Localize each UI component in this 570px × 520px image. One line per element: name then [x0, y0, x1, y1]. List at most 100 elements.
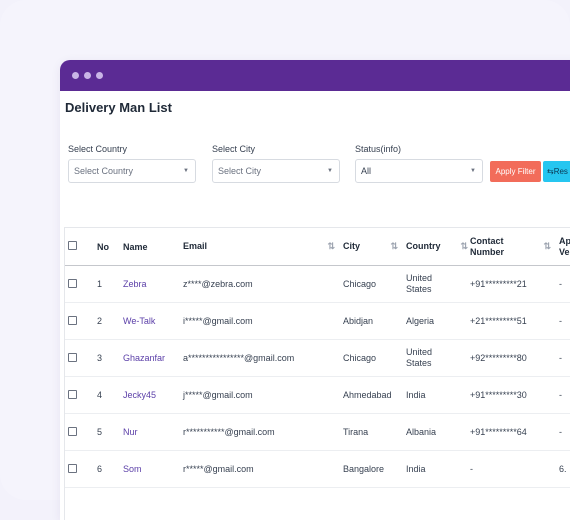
row-checkbox[interactable] — [65, 413, 97, 451]
city-filter-label: Select City — [212, 144, 256, 154]
sort-arrows-icon[interactable]: ⇅ — [390, 241, 398, 251]
row-email: r***********@gmail.com — [183, 413, 343, 451]
window-dot-icon — [72, 72, 79, 79]
email-header-label: Email — [183, 241, 208, 251]
row-city: Ahmedabad — [343, 376, 406, 414]
table-row[interactable]: 2 We-Talk i*****@gmail.com Abidjan Alger… — [65, 302, 570, 340]
city-select-placeholder: Select City — [218, 166, 262, 176]
row-no: 6 — [97, 450, 123, 488]
chevron-down-icon: ▼ — [327, 168, 333, 174]
row-country: India — [406, 450, 470, 488]
row-country: India — [406, 376, 470, 414]
country-filter-label: Select Country — [68, 144, 128, 154]
extra-header-line1: Ap — [559, 235, 570, 246]
row-name-link[interactable]: Ghazanfar — [123, 339, 183, 377]
column-header-extra[interactable]: Ap Ve — [559, 228, 570, 266]
column-header-name[interactable]: Name — [123, 228, 183, 266]
row-extra: - — [559, 376, 570, 414]
contact-header-line2: Number — [470, 246, 505, 257]
column-header-country[interactable]: Country ⇅ — [406, 228, 470, 266]
row-contact: +91*********64 — [470, 413, 559, 451]
column-header-contact[interactable]: ⇅ Contact Number — [470, 228, 559, 266]
apply-filter-label: Apply Filter — [495, 167, 536, 176]
table-row[interactable]: 1 Zebra z****@zebra.com Chicago United St… — [65, 265, 570, 303]
row-no: 4 — [97, 376, 123, 414]
row-country: Algeria — [406, 302, 470, 340]
status-select-value: All — [361, 166, 372, 176]
sort-arrows-icon[interactable]: ⇅ — [460, 241, 468, 251]
row-email: r*****@gmail.com — [183, 450, 343, 488]
app-window: Delivery Man List Select Country Select … — [60, 60, 570, 520]
row-checkbox[interactable] — [65, 265, 97, 303]
row-country-line1: United — [406, 347, 433, 357]
row-city: Bangalore — [343, 450, 406, 488]
row-name-link[interactable]: Som — [123, 450, 183, 488]
row-country-line1: United — [406, 273, 433, 283]
row-country-line1: Algeria — [406, 315, 435, 326]
row-country: United States — [406, 265, 470, 303]
select-all-checkbox[interactable] — [65, 228, 97, 266]
row-country-line2: States — [406, 358, 432, 368]
row-no: 2 — [97, 302, 123, 340]
sort-arrows-icon[interactable]: ⇅ — [327, 241, 335, 251]
row-contact: +21*********51 — [470, 302, 559, 340]
row-name-link[interactable]: Jecky45 — [123, 376, 183, 414]
row-extra: - — [559, 413, 570, 451]
row-extra: 6. — [559, 450, 570, 488]
row-country-line1: India — [406, 389, 426, 400]
row-checkbox[interactable] — [65, 339, 97, 377]
row-contact: +91*********30 — [470, 376, 559, 414]
row-email: a****************@gmail.com — [183, 339, 343, 377]
row-name-link[interactable]: Nur — [123, 413, 183, 451]
chevron-down-icon: ▼ — [183, 168, 189, 174]
reset-label: Res — [553, 167, 568, 176]
reset-button[interactable]: ⇆ Res — [543, 161, 570, 182]
row-email: z****@zebra.com — [183, 265, 343, 303]
row-country-line1: India — [406, 463, 426, 474]
row-country-line2: States — [406, 284, 432, 294]
table-row[interactable]: 3 Ghazanfar a****************@gmail.com … — [65, 339, 570, 377]
row-no: 5 — [97, 413, 123, 451]
row-extra: - — [559, 265, 570, 303]
row-contact: +91*********21 — [470, 265, 559, 303]
country-select-placeholder: Select Country — [74, 166, 134, 176]
page-title: Delivery Man List — [65, 100, 172, 115]
row-email: j*****@gmail.com — [183, 376, 343, 414]
window-dot-icon — [84, 72, 91, 79]
row-city: Tirana — [343, 413, 406, 451]
row-email: i*****@gmail.com — [183, 302, 343, 340]
swap-arrows-icon: ⇆ — [547, 167, 554, 176]
row-country-line1: Albania — [406, 426, 437, 437]
row-contact: - — [470, 450, 559, 488]
column-header-city[interactable]: City ⇅ — [343, 228, 406, 266]
row-name-link[interactable]: We-Talk — [123, 302, 183, 340]
row-extra: - — [559, 339, 570, 377]
table-row[interactable]: 6 Som r*****@gmail.com Bangalore India -… — [65, 450, 570, 488]
column-header-email[interactable]: Email ⇅ — [183, 228, 343, 266]
country-select[interactable]: Select Country ▼ — [68, 159, 196, 183]
apply-filter-button[interactable]: Apply Filter — [490, 161, 541, 182]
chevron-down-icon: ▼ — [470, 168, 476, 174]
table-row[interactable]: 4 Jecky45 j*****@gmail.com Ahmedabad Ind… — [65, 376, 570, 414]
row-checkbox[interactable] — [65, 376, 97, 414]
city-select[interactable]: Select City ▼ — [212, 159, 340, 183]
row-no: 1 — [97, 265, 123, 303]
row-checkbox[interactable] — [65, 302, 97, 340]
window-titlebar — [60, 60, 570, 91]
status-filter-label: Status(info) — [355, 144, 402, 154]
contact-header-line1: Contact — [470, 235, 504, 246]
column-header-no[interactable]: No — [97, 228, 123, 266]
window-dot-icon — [96, 72, 103, 79]
row-city: Abidjan — [343, 302, 406, 340]
row-country: Albania — [406, 413, 470, 451]
row-city: Chicago — [343, 339, 406, 377]
city-header-label: City — [343, 241, 361, 251]
table-row[interactable]: 5 Nur r***********@gmail.com Tirana Alba… — [65, 413, 570, 451]
row-checkbox[interactable] — [65, 450, 97, 488]
extra-header-line2: Ve — [559, 246, 570, 257]
row-name-link[interactable]: Zebra — [123, 265, 183, 303]
delivery-man-table: No Name Email ⇅ City ⇅ Country ⇅ ⇅ Contact Nu… — [64, 227, 570, 520]
status-select[interactable]: All ▼ — [355, 159, 483, 183]
sort-arrows-icon[interactable]: ⇅ — [543, 240, 551, 251]
country-header-label: Country — [406, 241, 441, 251]
